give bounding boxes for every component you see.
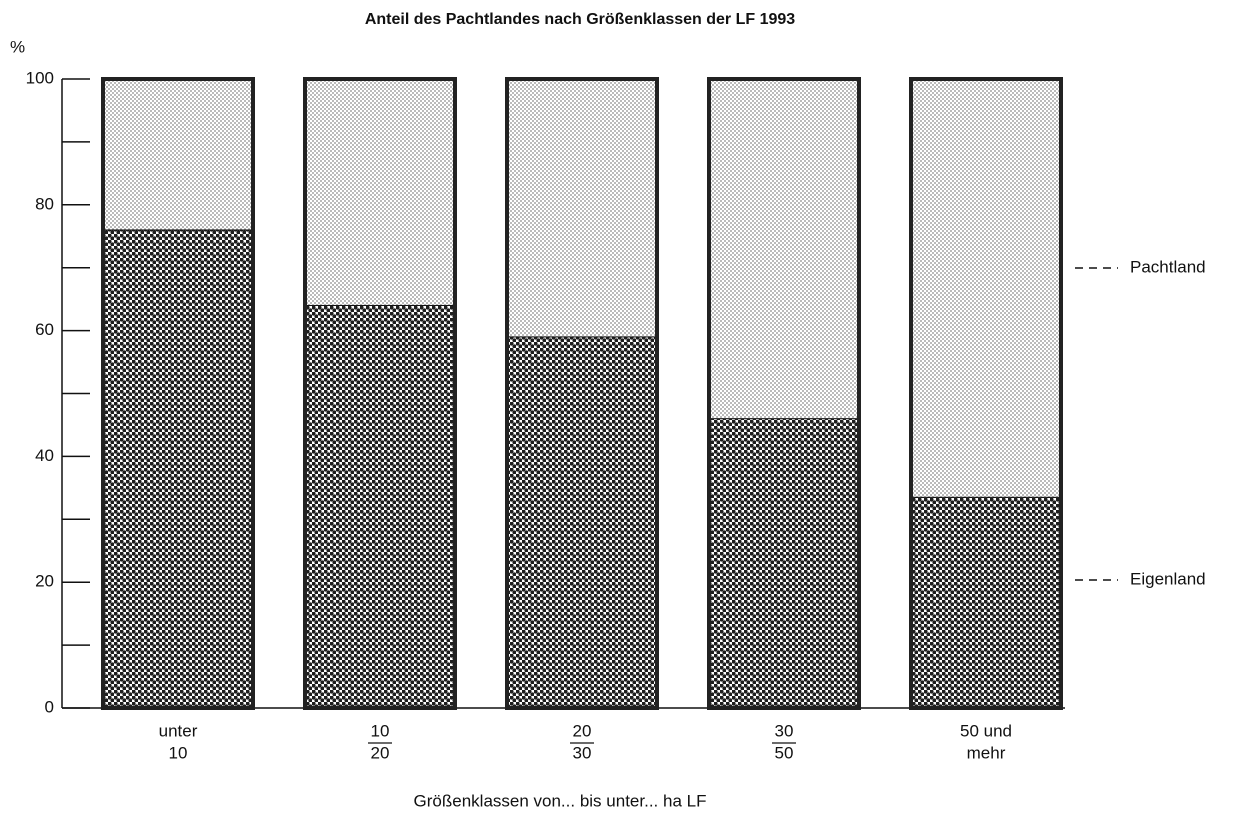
bar-segment — [708, 418, 860, 709]
x-tick-label: 30 — [775, 721, 794, 740]
y-tick-label: 60 — [35, 320, 54, 339]
x-tick-label: 20 — [573, 721, 592, 740]
y-tick-label: 0 — [45, 697, 54, 716]
x-axis-label: Größenklassen von... bis unter... ha LF — [414, 791, 707, 810]
legend-label: Eigenland — [1130, 569, 1206, 588]
bar-segment — [910, 78, 1062, 498]
y-tick-label: 80 — [35, 194, 54, 213]
y-tick-label: 40 — [35, 446, 54, 465]
bar-outline — [505, 77, 659, 710]
bar-outline — [101, 77, 255, 710]
bar-segment — [304, 78, 456, 306]
x-tick-label: 10 — [371, 721, 390, 740]
x-tick-label: 50 — [775, 743, 794, 762]
bar-segment — [102, 78, 254, 231]
x-tick-label: unter — [159, 721, 198, 740]
legend-label: Pachtland — [1130, 257, 1206, 276]
chart-title: Anteil des Pachtlandes nach Größenklasse… — [365, 11, 795, 28]
x-tick-label: 50 und — [960, 721, 1012, 740]
x-tick-label: 30 — [573, 743, 592, 762]
y-axis-label: % — [10, 37, 25, 56]
x-tick-label: 20 — [371, 743, 390, 762]
bar-outline — [707, 77, 861, 710]
bar-segment — [304, 304, 456, 709]
bar-segment — [102, 229, 254, 709]
bar-segment — [910, 496, 1062, 709]
x-tick-label: 10 — [169, 743, 188, 762]
x-tick-label: mehr — [967, 743, 1006, 762]
bar-segment — [506, 336, 658, 709]
bar-segment — [506, 78, 658, 338]
y-tick-label: 100 — [26, 68, 54, 87]
bar-outline — [909, 77, 1063, 710]
bar-segment — [708, 78, 860, 420]
y-tick-label: 20 — [35, 572, 54, 591]
bar-outline — [303, 77, 457, 710]
